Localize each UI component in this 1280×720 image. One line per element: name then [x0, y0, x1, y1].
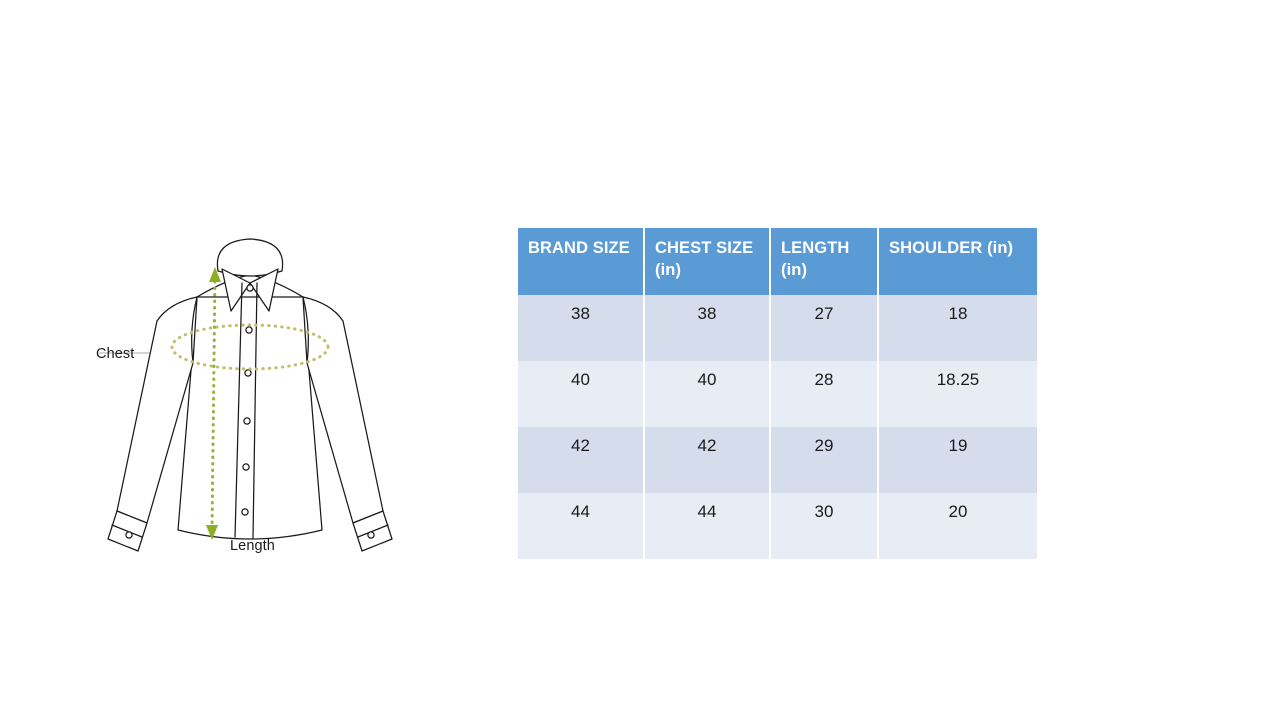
collar-right-point-icon	[249, 268, 279, 312]
table-row: 44 44 30 20	[518, 492, 1037, 559]
cell-length: 28	[771, 360, 879, 427]
left-cuff-seam-icon	[111, 524, 143, 538]
cell-brand-size: 42	[518, 426, 645, 493]
length-measure-line-icon	[210, 273, 217, 534]
table-header-row: BRAND SIZE CHEST SIZE (in) LENGTH (in) S…	[518, 228, 1037, 295]
cell-shoulder: 18.25	[879, 360, 1037, 427]
right-armhole-seam-icon	[302, 296, 309, 364]
placket-button-icon	[245, 326, 253, 334]
chest-measure-label: Chest	[96, 346, 135, 362]
size-chart-table: BRAND SIZE CHEST SIZE (in) LENGTH (in) S…	[518, 228, 1037, 559]
table-body: 38 38 27 18 40 40 28 18.25 42 42 29 19 4…	[518, 294, 1037, 559]
cell-length: 30	[771, 492, 879, 559]
cell-shoulder: 20	[879, 492, 1037, 559]
right-cuff-button-icon	[367, 531, 375, 539]
length-arrow-head-bottom-icon	[206, 525, 218, 540]
column-header-brand-size: BRAND SIZE	[518, 228, 645, 295]
cell-length: 27	[771, 294, 879, 361]
shirt-illustration	[99, 238, 393, 552]
left-cuff-button-icon	[125, 531, 133, 539]
cell-chest-size: 40	[645, 360, 771, 427]
column-header-shoulder: SHOULDER (in)	[879, 228, 1037, 295]
cell-length: 29	[771, 426, 879, 493]
length-arrow-head-top-icon	[209, 267, 221, 282]
table-row: 38 38 27 18	[518, 294, 1037, 361]
cell-chest-size: 42	[645, 426, 771, 493]
placket-left-edge-icon	[234, 282, 243, 538]
table-row: 42 42 29 19	[518, 426, 1037, 493]
column-header-chest-size: CHEST SIZE (in)	[645, 228, 771, 295]
shirt-outline-group	[107, 238, 393, 552]
placket-button-icon	[242, 463, 250, 471]
placket-button-icon	[243, 417, 251, 425]
table-row: 40 40 28 18.25	[518, 360, 1037, 427]
cell-brand-size: 38	[518, 294, 645, 361]
table-header: BRAND SIZE CHEST SIZE (in) LENGTH (in) S…	[518, 228, 1037, 295]
shirt-measurement-diagram: Chest Length	[85, 225, 430, 570]
cell-brand-size: 44	[518, 492, 645, 559]
cell-chest-size: 44	[645, 492, 771, 559]
right-cuff-seam-icon	[357, 524, 389, 538]
cell-brand-size: 40	[518, 360, 645, 427]
shirt-body-icon	[177, 296, 323, 540]
column-header-length: LENGTH (in)	[771, 228, 879, 295]
chest-measure-ellipse-icon	[170, 323, 330, 371]
cell-shoulder: 18	[879, 294, 1037, 361]
cell-chest-size: 38	[645, 294, 771, 361]
collar-band-icon	[216, 238, 284, 277]
placket-button-icon	[241, 508, 249, 516]
length-measure-label: Length	[230, 538, 275, 554]
cell-shoulder: 19	[879, 426, 1037, 493]
placket-button-icon	[246, 284, 254, 292]
placket-button-icon	[244, 369, 252, 377]
collar-left-point-icon	[221, 268, 251, 312]
left-armhole-seam-icon	[191, 296, 198, 364]
